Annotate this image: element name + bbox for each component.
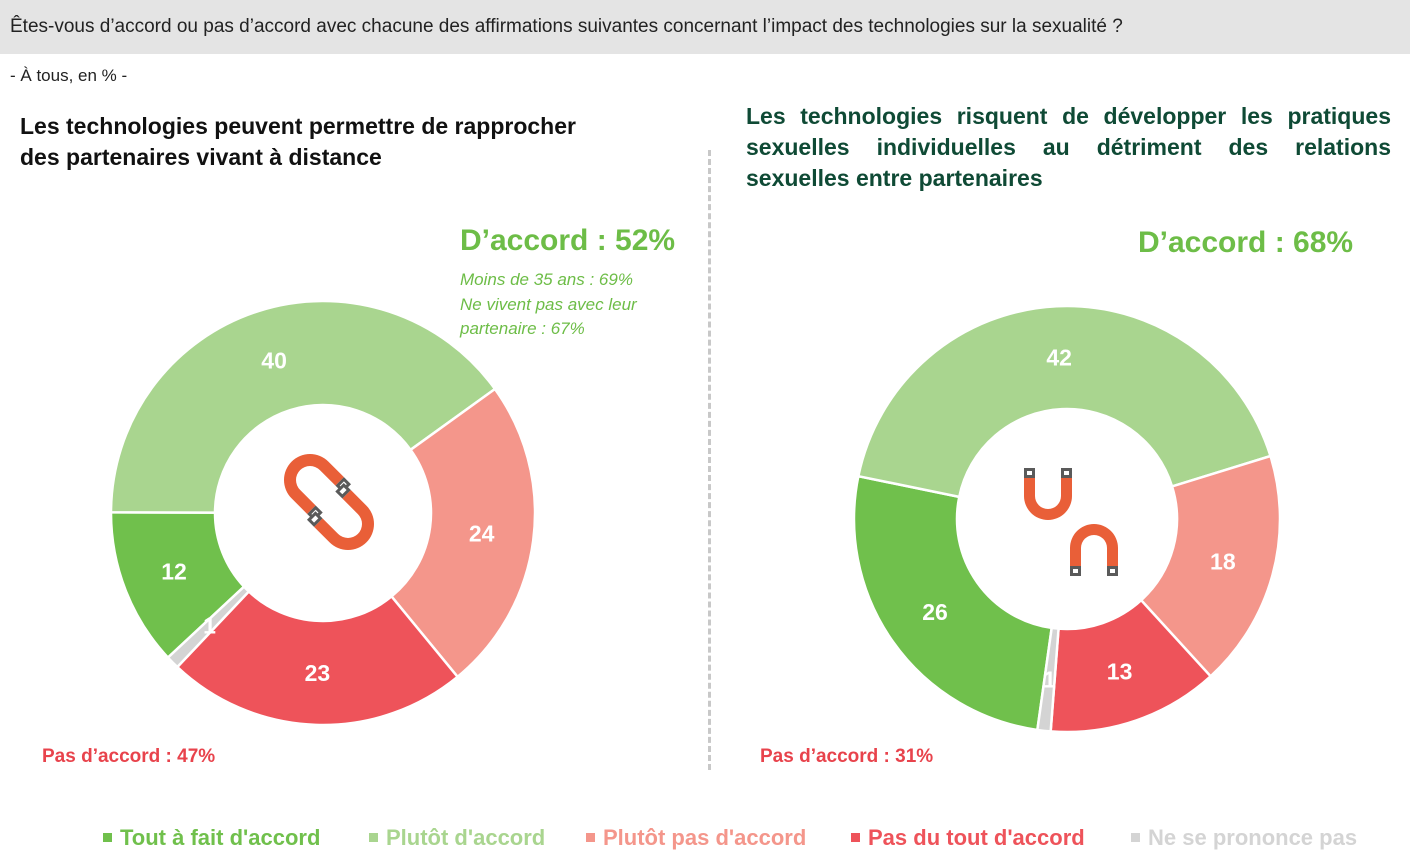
right-slice-label-plutot-accord: 42: [1046, 345, 1072, 371]
legend-item-tout-a-fait: Tout à fait d'accord: [103, 825, 320, 851]
legend-label: Plutôt d'accord: [386, 825, 546, 850]
right-slice-label-plutot-pas: 18: [1210, 548, 1236, 574]
right-slice-label-tout-a-fait: 26: [922, 599, 948, 625]
right-chart-title: Les technologies risquent de développer …: [746, 103, 1391, 191]
legend-swatch: [851, 833, 860, 842]
left-note-line: Moins de 35 ans : 69%: [460, 270, 633, 289]
question-header: Êtes-vous d’accord ou pas d’accord avec …: [0, 0, 1410, 54]
legend-item-nsp: Ne se prononce pas: [1131, 825, 1357, 851]
legend-swatch: [103, 833, 112, 842]
legend-item-plutot-accord: Plutôt d'accord: [369, 825, 545, 851]
legend-label: Plutôt pas d'accord: [603, 825, 807, 850]
left-chart-title: Les technologies peuvent permettre de ra…: [20, 113, 576, 170]
chart-legend: Tout à fait d'accord Plutôt d'accord Plu…: [0, 825, 1410, 855]
left-slice-label-plutot-pas: 24: [469, 521, 495, 547]
legend-label: Pas du tout d'accord: [868, 825, 1085, 850]
left-slice-label-tout-a-fait: 12: [161, 558, 187, 584]
base-subtitle: - À tous, en % -: [10, 66, 128, 85]
right-slice-label-nsp: 1: [1043, 667, 1056, 693]
charts-divider: [708, 150, 711, 770]
right-donut-chart: 26 42 18 13 1: [852, 304, 1282, 734]
legend-swatch: [586, 833, 595, 842]
left-note-line: Ne vivent pas avec leur: [460, 295, 637, 314]
left-slice-plutot-accord: [109, 299, 497, 514]
right-slice-label-pas-du-tout: 13: [1107, 659, 1133, 685]
right-slice-plutot-pas: [1139, 454, 1282, 679]
legend-swatch: [369, 833, 378, 842]
left-note-line: partenaire : 67%: [460, 319, 585, 338]
magnets-attracting-icon: [284, 454, 374, 550]
left-slice-label-pas-du-tout: 23: [305, 660, 331, 686]
legend-label: Tout à fait d'accord: [120, 825, 321, 850]
left-slice-plutot-pas: [389, 387, 537, 679]
right-slice-plutot-accord: [856, 304, 1273, 499]
left-donut-chart: 12 40 24 23 1: [109, 299, 537, 727]
legend-item-plutot-pas: Plutôt pas d'accord: [586, 825, 806, 851]
legend-label: Ne se prononce pas: [1148, 825, 1358, 850]
left-slice-label-nsp: 1: [203, 613, 216, 639]
right-agree-total: D’accord : 68%: [1138, 226, 1354, 259]
question-text: Êtes-vous d’accord ou pas d’accord avec …: [10, 16, 1123, 37]
left-slice-pas-du-tout: [175, 589, 460, 727]
left-slice-label-plutot-accord: 40: [261, 348, 287, 374]
right-slice-nsp: [1035, 626, 1060, 733]
magnets-repelling-icon: [1024, 468, 1118, 576]
left-slice-nsp: [166, 584, 251, 669]
left-agree-total: D’accord : 52%: [460, 224, 676, 257]
legend-item-pas-du-tout: Pas du tout d'accord: [851, 825, 1085, 851]
right-slice-tout-a-fait: [852, 474, 1054, 732]
left-disagree-total: Pas d’accord : 47%: [42, 746, 216, 767]
legend-swatch: [1131, 833, 1140, 842]
right-disagree-total: Pas d’accord : 31%: [760, 746, 934, 767]
